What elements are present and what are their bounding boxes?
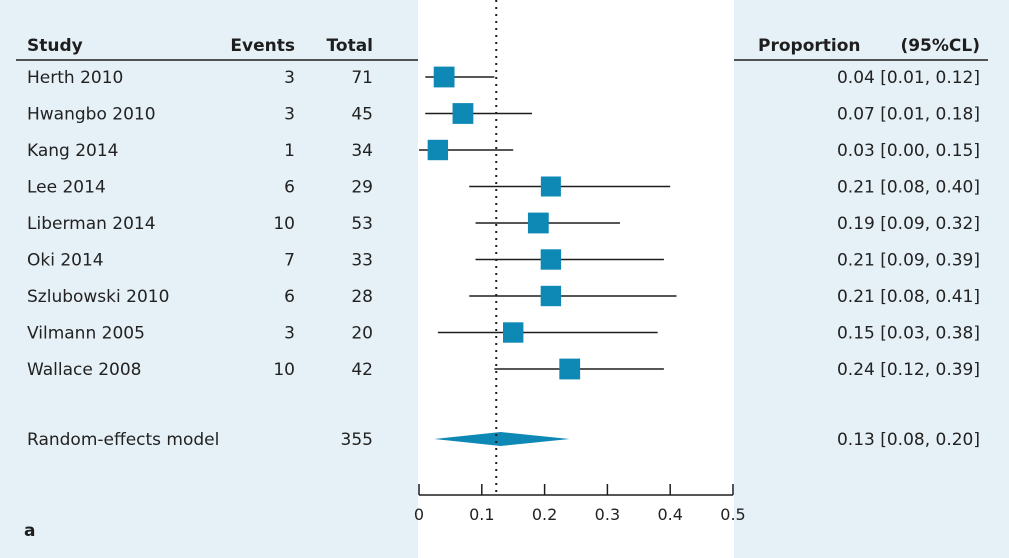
study-ci-text: 0.21 [0.09, 0.39] (837, 251, 980, 271)
study-ci-text: 0.07 [0.01, 0.18] (837, 105, 980, 125)
summary-ci-text: 0.13 [0.08, 0.20] (837, 430, 980, 450)
study-total: 29 (351, 178, 373, 198)
study-ci-text: 0.04 [0.01, 0.12] (837, 68, 980, 88)
study-total: 71 (351, 68, 373, 88)
study-ci-text: 0.03 [0.00, 0.15] (837, 141, 980, 161)
summary-label: Random-effects model (27, 430, 219, 450)
header-ci: (95%CL) (900, 36, 980, 56)
study-name: Liberman 2014 (27, 214, 156, 234)
x-tick-label: 0.1 (469, 505, 494, 524)
summary-total: 355 (341, 430, 373, 450)
study-total: 45 (351, 105, 373, 125)
x-tick-label: 0.3 (595, 505, 620, 524)
point-estimate-square (540, 249, 562, 270)
panel-label: a (24, 521, 35, 541)
study-total: 53 (351, 214, 373, 234)
study-ci-text: 0.21 [0.08, 0.41] (837, 287, 980, 307)
study-events: 3 (284, 105, 295, 125)
study-name: Vilmann 2005 (27, 324, 145, 344)
study-total: 34 (351, 141, 373, 161)
study-name: Lee 2014 (27, 178, 106, 198)
study-name: Szlubowski 2010 (27, 287, 169, 307)
study-row: Herth 2010 3 71 0.04 [0.01, 0.12] (27, 66, 980, 88)
study-total: 33 (351, 251, 373, 271)
x-axis: 0 0.1 0.2 0.3 0.4 0.5 (414, 484, 746, 524)
x-tick-label: 0.4 (657, 505, 682, 524)
header-events: Events (230, 36, 295, 56)
study-total: 28 (351, 287, 373, 307)
study-events: 10 (273, 360, 295, 380)
study-name: Hwangbo 2010 (27, 105, 156, 125)
study-ci-text: 0.21 [0.08, 0.40] (837, 178, 980, 198)
study-total: 20 (351, 324, 373, 344)
study-row: Wallace 2008 10 42 0.24 [0.12, 0.39] (27, 358, 980, 380)
header-proportion: Proportion (758, 36, 861, 56)
study-events: 7 (284, 251, 295, 271)
point-estimate-square (433, 66, 455, 88)
study-ci-text: 0.15 [0.03, 0.38] (837, 324, 980, 344)
study-row: Liberman 2014 10 53 0.19 [0.09, 0.32] (27, 212, 980, 234)
study-ci-text: 0.19 [0.09, 0.32] (837, 214, 980, 234)
point-estimate-square (503, 322, 524, 343)
study-name: Oki 2014 (27, 251, 104, 271)
study-events: 6 (284, 178, 295, 198)
study-name: Kang 2014 (27, 141, 119, 161)
study-events: 6 (284, 287, 295, 307)
study-row: Lee 2014 6 29 0.21 [0.08, 0.40] (27, 176, 980, 198)
study-row: Kang 2014 1 34 0.03 [0.00, 0.15] (27, 139, 980, 161)
study-name: Wallace 2008 (27, 360, 141, 380)
study-total: 42 (351, 360, 373, 380)
study-ci-text: 0.24 [0.12, 0.39] (837, 360, 980, 380)
study-row: Vilmann 2005 3 20 0.15 [0.03, 0.38] (27, 322, 980, 344)
study-events: 3 (284, 324, 295, 344)
study-rows: Herth 2010 3 71 0.04 [0.01, 0.12]Hwangbo 20… (27, 66, 980, 380)
point-estimate-square (527, 212, 549, 234)
header-total: Total (327, 36, 373, 56)
study-events: 10 (273, 214, 295, 234)
study-row: Hwangbo 2010 3 45 0.07 [0.01, 0.18] (27, 103, 980, 125)
study-events: 1 (284, 141, 295, 161)
point-estimate-square (540, 176, 561, 197)
study-row: Oki 2014 7 33 0.21 [0.09, 0.39] (27, 249, 980, 271)
x-tick-label: 0.5 (720, 505, 745, 524)
point-estimate-square (427, 139, 449, 161)
point-estimate-square (452, 103, 474, 124)
x-tick-label: 0.2 (532, 505, 557, 524)
study-name: Herth 2010 (27, 68, 123, 88)
summary-diamond (434, 432, 570, 446)
point-estimate-square (540, 285, 562, 307)
point-estimate-square (559, 358, 581, 380)
study-row: Szlubowski 2010 6 28 0.21 [0.08, 0.41] (27, 285, 980, 307)
x-tick-label: 0 (414, 505, 424, 524)
study-events: 3 (284, 68, 295, 88)
plot-area-background (418, 0, 734, 558)
header-study: Study (27, 36, 83, 56)
